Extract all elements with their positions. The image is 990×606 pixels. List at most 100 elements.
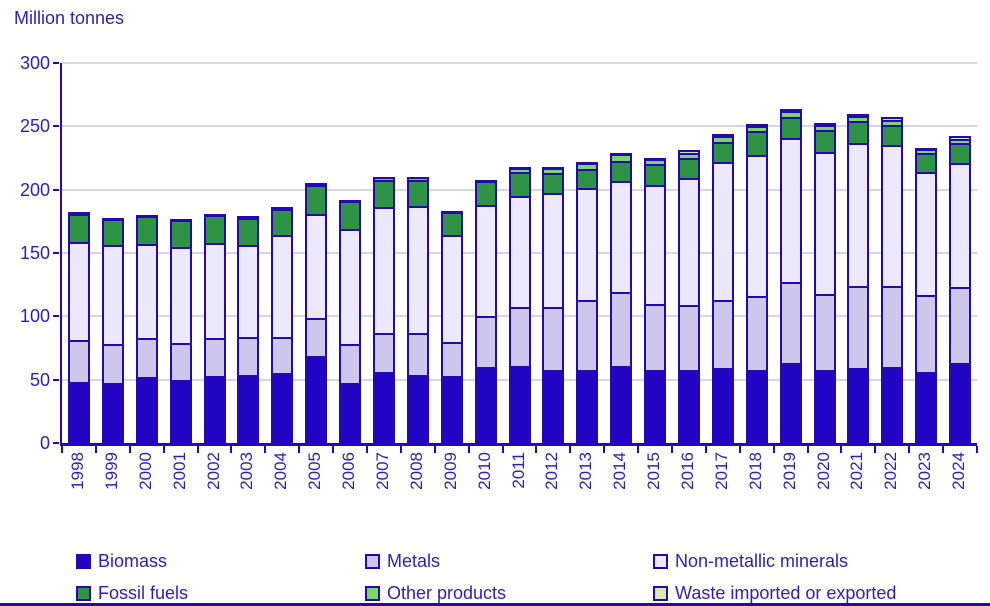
segment-waste-imported-or-exported-2015 [644, 158, 667, 160]
x-axis-tick-7 [298, 446, 301, 453]
segment-waste-imported-or-exported-2020 [813, 122, 836, 126]
segment-biomass-2005 [305, 355, 328, 443]
segment-non-metallic-minerals-2024 [949, 163, 972, 288]
segment-other-products-2007 [372, 177, 395, 180]
segment-non-metallic-minerals-2016 [677, 178, 700, 305]
y-axis-label-300: 300 [19, 53, 50, 73]
segment-other-products-2000 [135, 215, 158, 217]
segment-non-metallic-minerals-2002 [203, 242, 226, 338]
segment-other-products-2018 [745, 126, 768, 132]
segment-metals-2015 [644, 303, 667, 370]
segment-fossil-fuels-2014 [610, 160, 633, 181]
x-axis-label-2020: 2020 [813, 452, 833, 490]
segment-non-metallic-minerals-2003 [237, 245, 260, 337]
segment-non-metallic-minerals-2012 [542, 193, 565, 308]
x-axis-tick-18 [671, 446, 673, 453]
segment-biomass-2007 [372, 372, 395, 443]
x-axis-label-2015: 2015 [644, 452, 664, 490]
segment-fossil-fuels-2001 [169, 220, 192, 247]
segment-other-products-2003 [237, 216, 260, 219]
segment-biomass-2018 [745, 369, 768, 443]
x-axis-label-2011: 2011 [508, 452, 528, 489]
segment-metals-2017 [711, 299, 734, 369]
x-axis-tick-1 [94, 446, 97, 453]
legend-item-other-products: Other products [365, 583, 506, 604]
x-axis-tick-13 [501, 446, 504, 453]
x-axis-tick-12 [467, 446, 470, 453]
x-axis-label-2003: 2003 [237, 452, 257, 490]
segment-metals-1999 [101, 344, 124, 384]
segment-waste-imported-or-exported-2012 [542, 166, 565, 169]
segment-other-products-2016 [677, 152, 700, 158]
segment-metals-2011 [508, 307, 531, 366]
x-axis-label-2013: 2013 [576, 452, 596, 490]
segment-biomass-2011 [508, 365, 531, 443]
legend-swatch-metals [365, 554, 380, 569]
segment-biomass-2004 [271, 373, 294, 443]
segment-biomass-1998 [67, 382, 90, 443]
y-axis [60, 63, 62, 445]
segment-waste-imported-or-exported-2018 [745, 123, 768, 127]
x-axis-tick-24 [874, 446, 877, 453]
x-axis [60, 443, 977, 446]
segment-non-metallic-minerals-2007 [372, 207, 395, 333]
segment-metals-2023 [915, 294, 938, 373]
segment-non-metallic-minerals-2018 [745, 155, 768, 297]
segment-waste-imported-or-exported-2023 [915, 147, 938, 150]
segment-biomass-2009 [440, 375, 463, 443]
y-axis-label-250: 250 [19, 116, 50, 137]
x-axis-tick-5 [230, 446, 233, 453]
x-axis-tick-11 [433, 446, 436, 453]
segment-metals-2022 [881, 285, 904, 367]
segment-fossil-fuels-2015 [644, 164, 667, 185]
x-axis-tick-6 [264, 446, 267, 453]
segment-other-products-1998 [67, 212, 90, 215]
segment-other-products-2017 [711, 136, 734, 142]
y-axis-label-100: 100 [19, 306, 50, 327]
segment-non-metallic-minerals-2001 [169, 246, 192, 343]
segment-waste-imported-or-exported-2021 [847, 113, 870, 117]
segment-metals-2001 [169, 342, 192, 380]
x-axis-tick-16 [603, 446, 606, 453]
y-axis-label-200: 200 [19, 179, 50, 200]
segment-metals-2009 [440, 341, 463, 376]
segment-non-metallic-minerals-2021 [847, 142, 870, 286]
segment-fossil-fuels-2007 [372, 179, 395, 208]
segment-waste-imported-or-exported-2011 [508, 166, 531, 169]
segment-other-products-2020 [813, 125, 836, 131]
segment-metals-2004 [271, 336, 294, 374]
segment-non-metallic-minerals-2017 [711, 161, 734, 300]
segment-fossil-fuels-2022 [881, 125, 904, 146]
segment-non-metallic-minerals-2006 [339, 228, 362, 345]
gridline-250 [62, 125, 977, 128]
x-axis-label-2021: 2021 [847, 452, 867, 490]
segment-other-products-2024 [949, 139, 972, 143]
segment-non-metallic-minerals-2009 [440, 235, 463, 342]
segment-other-products-2002 [203, 213, 226, 216]
legend-label: Metals [387, 551, 441, 571]
segment-fossil-fuels-2010 [474, 180, 497, 205]
segment-non-metallic-minerals-2014 [610, 180, 633, 293]
segment-biomass-2021 [847, 368, 870, 443]
segment-non-metallic-minerals-2020 [813, 151, 836, 294]
segment-other-products-2013 [576, 163, 599, 170]
legend-swatch-other-products [365, 586, 380, 601]
segment-fossil-fuels-2023 [915, 152, 938, 172]
x-axis-label-2018: 2018 [745, 452, 765, 490]
segment-metals-2006 [339, 344, 362, 384]
segment-metals-2020 [813, 293, 836, 370]
segment-waste-imported-or-exported-2024 [949, 136, 972, 139]
legend-label: Fossil fuels [98, 583, 189, 603]
chart-title: Million tonnes [14, 8, 125, 28]
segment-metals-2021 [847, 285, 870, 369]
y-axis-tick-200 [53, 188, 59, 191]
segment-waste-imported-or-exported-2019 [779, 108, 802, 112]
legend-label: Biomass [98, 551, 168, 571]
x-axis-tick-20 [738, 446, 741, 453]
segment-biomass-2020 [813, 369, 836, 443]
segment-non-metallic-minerals-2022 [881, 145, 904, 286]
y-axis-tick-0 [53, 442, 59, 444]
x-axis-label-2002: 2002 [203, 452, 223, 490]
legend-item-biomass: Biomass [76, 551, 167, 572]
segment-biomass-2016 [677, 369, 700, 443]
